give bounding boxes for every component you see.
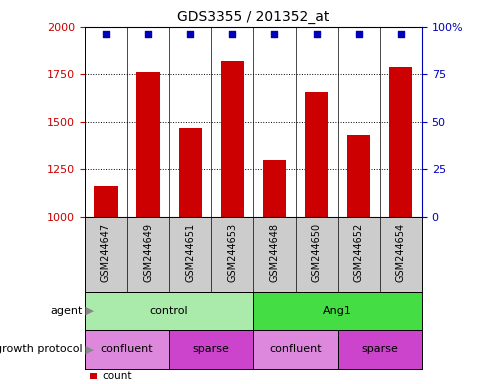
Text: agent: agent bbox=[50, 306, 82, 316]
Point bbox=[144, 30, 151, 36]
Point bbox=[102, 30, 109, 36]
Point bbox=[312, 30, 320, 36]
Bar bbox=[253, 292, 421, 330]
Point bbox=[228, 30, 236, 36]
Text: GSM244649: GSM244649 bbox=[143, 223, 153, 282]
Text: sparse: sparse bbox=[193, 344, 229, 354]
Bar bbox=[169, 330, 253, 369]
Bar bbox=[262, 160, 286, 217]
Text: ▶: ▶ bbox=[82, 344, 94, 354]
Bar bbox=[178, 127, 201, 217]
Bar bbox=[85, 330, 169, 369]
Title: GDS3355 / 201352_at: GDS3355 / 201352_at bbox=[177, 10, 329, 25]
Bar bbox=[337, 330, 421, 369]
Text: GSM244654: GSM244654 bbox=[395, 223, 405, 282]
Bar bbox=[389, 67, 411, 217]
Text: GSM244648: GSM244648 bbox=[269, 223, 279, 282]
Text: growth protocol: growth protocol bbox=[0, 344, 82, 354]
Text: GSM244653: GSM244653 bbox=[227, 223, 237, 282]
Point bbox=[186, 30, 194, 36]
Text: GSM244651: GSM244651 bbox=[185, 223, 195, 282]
Text: confluent: confluent bbox=[101, 344, 153, 354]
Point bbox=[396, 30, 404, 36]
Bar bbox=[304, 91, 328, 217]
Text: GSM244650: GSM244650 bbox=[311, 223, 321, 282]
Bar bbox=[347, 135, 370, 217]
Text: GSM244652: GSM244652 bbox=[353, 223, 363, 282]
Text: GSM244647: GSM244647 bbox=[101, 223, 111, 282]
Bar bbox=[253, 330, 337, 369]
Bar bbox=[85, 292, 253, 330]
Text: Ang1: Ang1 bbox=[322, 306, 351, 316]
Text: sparse: sparse bbox=[361, 344, 397, 354]
Text: control: control bbox=[150, 306, 188, 316]
Text: count: count bbox=[102, 371, 132, 381]
Point bbox=[270, 30, 278, 36]
Bar bbox=[136, 73, 159, 217]
Bar bbox=[94, 185, 117, 217]
Bar bbox=[220, 61, 243, 217]
Text: confluent: confluent bbox=[269, 344, 321, 354]
Text: ▶: ▶ bbox=[82, 306, 94, 316]
Point bbox=[354, 30, 362, 36]
